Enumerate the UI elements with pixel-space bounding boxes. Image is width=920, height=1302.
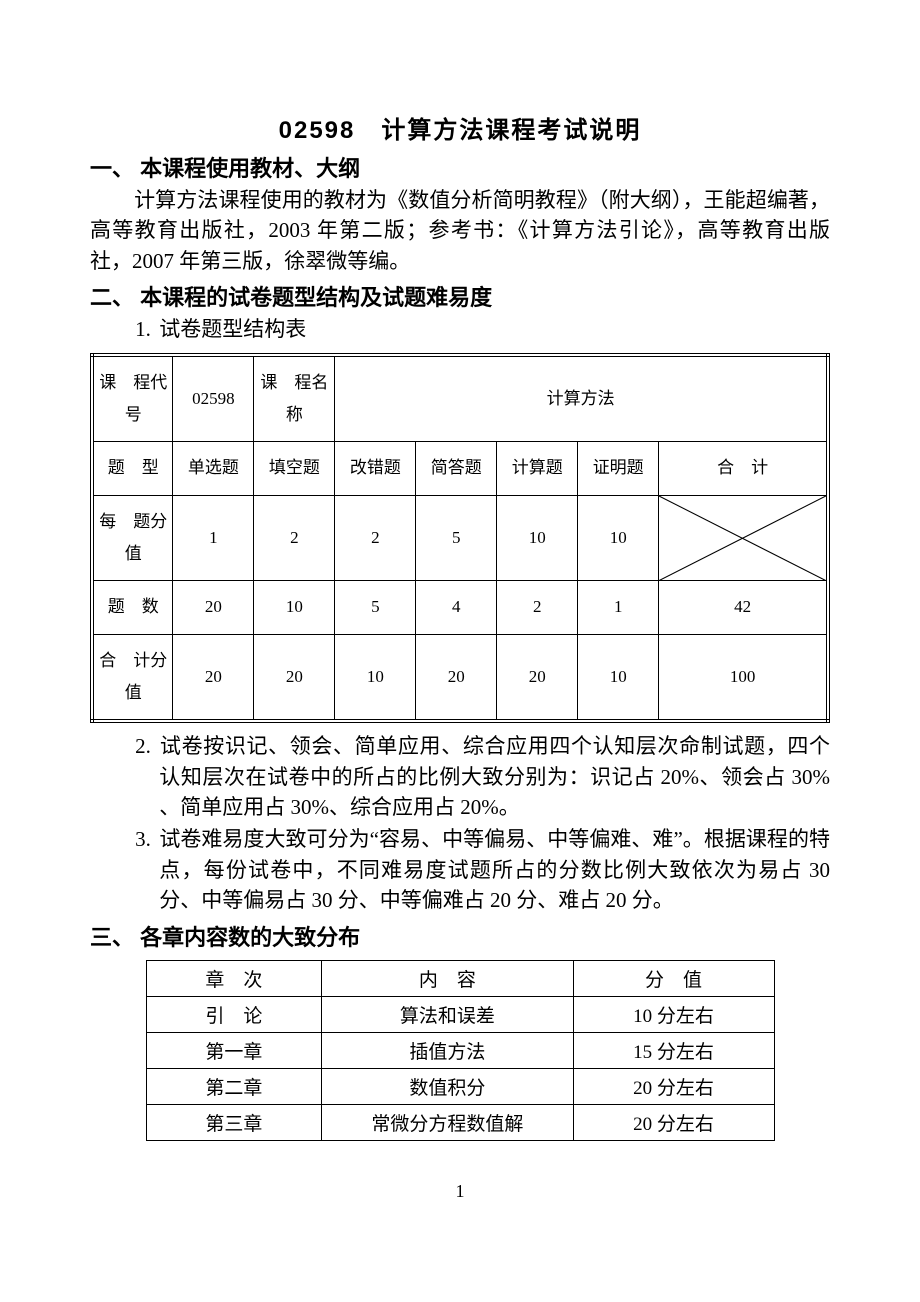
- t1-cell: 20: [254, 634, 335, 721]
- chapter-score-table: 章 次 内 容 分 值 引 论 算法和误差 10 分左右 第一章 插值方法 15…: [146, 960, 775, 1141]
- t1-col: 改错题: [335, 442, 416, 495]
- t2-header: 内 容: [322, 960, 573, 996]
- t1-cell: 100: [659, 634, 828, 721]
- list-text: 试卷难易度大致可分为“容易、中等偏易、中等偏难、难”。根据课程的特点，每份试卷中…: [159, 827, 830, 912]
- t1-col: 计算题: [497, 442, 578, 495]
- t1-cell: 20: [173, 581, 254, 634]
- t2-cell: 算法和误差: [322, 996, 573, 1032]
- t1-cell: 10: [254, 581, 335, 634]
- list-num: 3.: [135, 824, 159, 854]
- section1-heading: 一、 本课程使用教材、大纲: [90, 151, 830, 183]
- cross-icon: [659, 496, 826, 581]
- t1-cell-crossed: [659, 495, 828, 581]
- t1-cell: 5: [335, 581, 416, 634]
- t2-cell: 常微分方程数值解: [322, 1104, 573, 1140]
- t1-col: 证明题: [578, 442, 659, 495]
- question-structure-table: 课 程代 号 02598 课 程名 称 计算方法 题 型 单选题 填空题 改错题…: [90, 353, 830, 723]
- t2-cell: 10 分左右: [573, 996, 774, 1032]
- section2-item1: 1.试卷题型结构表: [90, 314, 830, 344]
- t2-cell: 20 分左右: [573, 1068, 774, 1104]
- t1-col: 单选题: [173, 442, 254, 495]
- t2-cell: 插值方法: [322, 1032, 573, 1068]
- page-number: 1: [90, 1181, 830, 1202]
- section1-para: 计算方法课程使用的教材为《数值分析简明教程》（附大纲），王能超编著，高等教育出版…: [90, 185, 830, 276]
- t2-cell: 第三章: [146, 1104, 322, 1140]
- list-num: 1.: [135, 314, 159, 344]
- t1-cell: 42: [659, 581, 828, 634]
- t1-cell: 1: [173, 495, 254, 581]
- section2-item3: 3.试卷难易度大致可分为“容易、中等偏易、中等偏难、难”。根据课程的特点，每份试…: [90, 824, 830, 915]
- t2-cell: 数值积分: [322, 1068, 573, 1104]
- t2-cell: 引 论: [146, 996, 322, 1032]
- t1-label-total: 合 计分 值: [92, 634, 173, 721]
- doc-title: 02598 计算方法课程考试说明: [90, 110, 830, 145]
- t1-cell: 4: [416, 581, 497, 634]
- t1-cell: 2: [497, 581, 578, 634]
- t1-col: 简答题: [416, 442, 497, 495]
- section3-heading: 三、 各章内容数的大致分布: [90, 920, 830, 952]
- t2-cell: 20 分左右: [573, 1104, 774, 1140]
- section2-heading: 二、 本课程的试卷题型结构及试题难易度: [90, 280, 830, 312]
- t1-col: 合 计: [659, 442, 828, 495]
- t1-cell: 1: [578, 581, 659, 634]
- t1-cell: 2: [335, 495, 416, 581]
- t1-cell: 10: [497, 495, 578, 581]
- t1-cell: 10: [578, 634, 659, 721]
- t1-label-qcount: 题 数: [92, 581, 173, 634]
- t1-label-course-code: 课 程代 号: [92, 355, 173, 442]
- list-text: 试卷题型结构表: [159, 317, 306, 341]
- t1-label-qtype: 题 型: [92, 442, 173, 495]
- t1-cell: 20: [416, 634, 497, 721]
- t2-cell: 第一章: [146, 1032, 322, 1068]
- t2-header: 章 次: [146, 960, 322, 996]
- t2-cell: 15 分左右: [573, 1032, 774, 1068]
- t1-col: 填空题: [254, 442, 335, 495]
- section2-item2: 2.试卷按识记、领会、简单应用、综合应用四个认知层次命制试题，四个认知层次在试卷…: [90, 731, 830, 822]
- t1-cell: 10: [578, 495, 659, 581]
- t1-cell: 2: [254, 495, 335, 581]
- list-num: 2.: [135, 731, 159, 761]
- t2-cell: 第二章: [146, 1068, 322, 1104]
- t1-label-course-name: 课 程名 称: [254, 355, 335, 442]
- t1-course-code: 02598: [173, 355, 254, 442]
- t1-label-perscore: 每 题分 值: [92, 495, 173, 581]
- t1-cell: 20: [173, 634, 254, 721]
- list-text: 试卷按识记、领会、简单应用、综合应用四个认知层次命制试题，四个认知层次在试卷中的…: [159, 734, 830, 819]
- t1-cell: 10: [335, 634, 416, 721]
- t2-header: 分 值: [573, 960, 774, 996]
- t1-course-name: 计算方法: [335, 355, 828, 442]
- t1-cell: 5: [416, 495, 497, 581]
- t1-cell: 20: [497, 634, 578, 721]
